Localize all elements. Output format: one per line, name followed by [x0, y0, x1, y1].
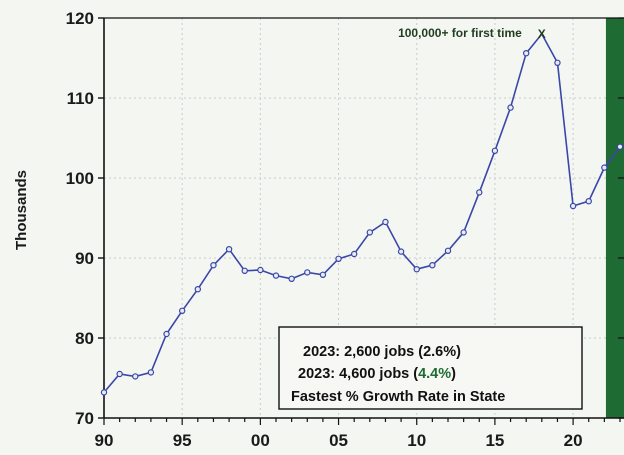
data-point	[257, 266, 264, 274]
data-point	[163, 330, 170, 338]
y-axis-label: Thousands	[13, 170, 30, 250]
data-point	[616, 143, 624, 150]
series-line	[103, 32, 621, 393]
data-point	[241, 267, 248, 274]
y-tick-label: 90	[75, 249, 94, 268]
data-point	[335, 255, 342, 262]
data-point	[569, 202, 577, 210]
data-point	[429, 262, 436, 269]
x-tick-label: 15	[485, 431, 504, 450]
x-tick-label: 95	[173, 431, 192, 450]
info-box-line-2: 2023: 4,600 jobs (4.4%)	[298, 366, 456, 382]
data-point	[382, 218, 389, 226]
data-point	[225, 245, 233, 253]
data-point	[100, 389, 108, 396]
x-tick-label: 05	[329, 431, 348, 450]
data-point	[522, 50, 530, 57]
data-point	[460, 229, 467, 236]
data-point	[601, 164, 608, 171]
y-tick-label: 70	[75, 409, 94, 428]
data-point	[304, 269, 311, 276]
tick-labels: 70 80 90 100 110 120 90 95 00 05 10 15 20	[66, 9, 583, 450]
info-box: 2023: 2,600 jobs (2.6%) 2023: 4,600 jobs…	[278, 326, 583, 410]
data-point	[444, 247, 452, 254]
data-point	[397, 248, 405, 255]
data-point	[491, 147, 499, 154]
info-box-frame	[278, 326, 583, 410]
data-point	[585, 197, 592, 205]
data-point	[147, 369, 155, 376]
data-point	[476, 189, 483, 196]
data-point	[194, 286, 202, 293]
x-tick-label: 90	[95, 431, 114, 450]
x-tick-label: 20	[564, 431, 583, 450]
annotation: 100,000+ for first time X	[398, 26, 546, 41]
y-tick-label: 80	[75, 329, 94, 348]
data-points	[100, 50, 624, 396]
data-point	[116, 370, 123, 378]
annotation-marker: X	[538, 27, 546, 41]
data-point	[319, 271, 327, 278]
data-point	[288, 275, 295, 282]
data-point	[366, 229, 374, 236]
highlight-value: 4.4%	[418, 366, 451, 382]
data-point	[350, 250, 358, 258]
data-point	[210, 262, 217, 269]
data-point	[507, 104, 514, 111]
y-tick-label: 100	[66, 169, 94, 188]
info-box-line-1: 2023: 2,600 jobs (2.6%)	[303, 344, 461, 360]
y-tick-label: 110	[67, 89, 94, 108]
annotation-text: 100,000+ for first time	[398, 26, 522, 40]
data-point	[413, 266, 420, 273]
x-tick-label: 00	[251, 431, 270, 450]
y-tick-label: 120	[66, 9, 94, 28]
data-point	[132, 373, 139, 380]
info-box-line-3: Fastest % Growth Rate in State	[291, 389, 505, 405]
shaded-region	[605, 18, 624, 418]
data-point	[272, 272, 280, 279]
data-point	[554, 59, 561, 67]
data-point	[178, 307, 186, 314]
x-tick-label: 10	[407, 431, 426, 450]
axes	[98, 17, 624, 425]
